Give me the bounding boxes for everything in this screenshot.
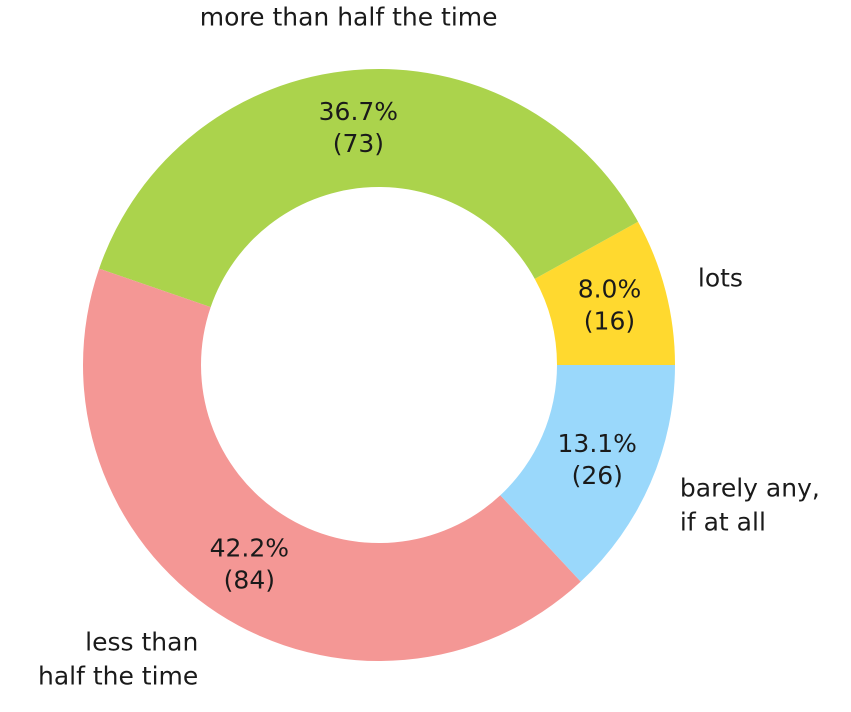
- category-label-line: if at all: [680, 508, 766, 537]
- percent-label-barely-any-if-at-all: 13.1%: [558, 429, 637, 458]
- count-label-more-than-half-the-time: (73): [333, 129, 384, 158]
- slice-lots: [534, 221, 675, 365]
- percent-label-lots: 8.0%: [578, 275, 642, 304]
- category-label-lots: lots: [698, 264, 743, 293]
- category-label-line: half the time: [38, 661, 198, 690]
- count-label-less-than-half-the-time: (84): [224, 566, 275, 595]
- slice-barely-any-if-at-all: [500, 365, 675, 582]
- labels-group: 8.0% (16) lots 36.7% (73) more than half the …: [38, 2, 820, 690]
- count-label-barely-any-if-at-all: (26): [572, 461, 623, 490]
- category-label-line: less than: [85, 627, 198, 656]
- slice-more-than-half-the-time: [99, 69, 639, 308]
- count-label-lots: (16): [584, 307, 635, 336]
- category-label-line: lots: [698, 264, 743, 293]
- category-label-less-than-half-the-time: less than half the time: [38, 627, 198, 690]
- category-label-more-than-half-the-time: more than half the time: [200, 2, 498, 31]
- category-label-line: more than half the time: [200, 2, 498, 31]
- slices-group: [82, 69, 675, 662]
- slice-less-than-half-the-time: [82, 268, 581, 662]
- percent-label-less-than-half-the-time: 42.2%: [210, 534, 289, 563]
- category-label-barely-any-if-at-all: barely any, if at all: [680, 474, 820, 537]
- category-label-line: barely any,: [680, 474, 820, 503]
- percent-label-more-than-half-the-time: 36.7%: [319, 97, 398, 126]
